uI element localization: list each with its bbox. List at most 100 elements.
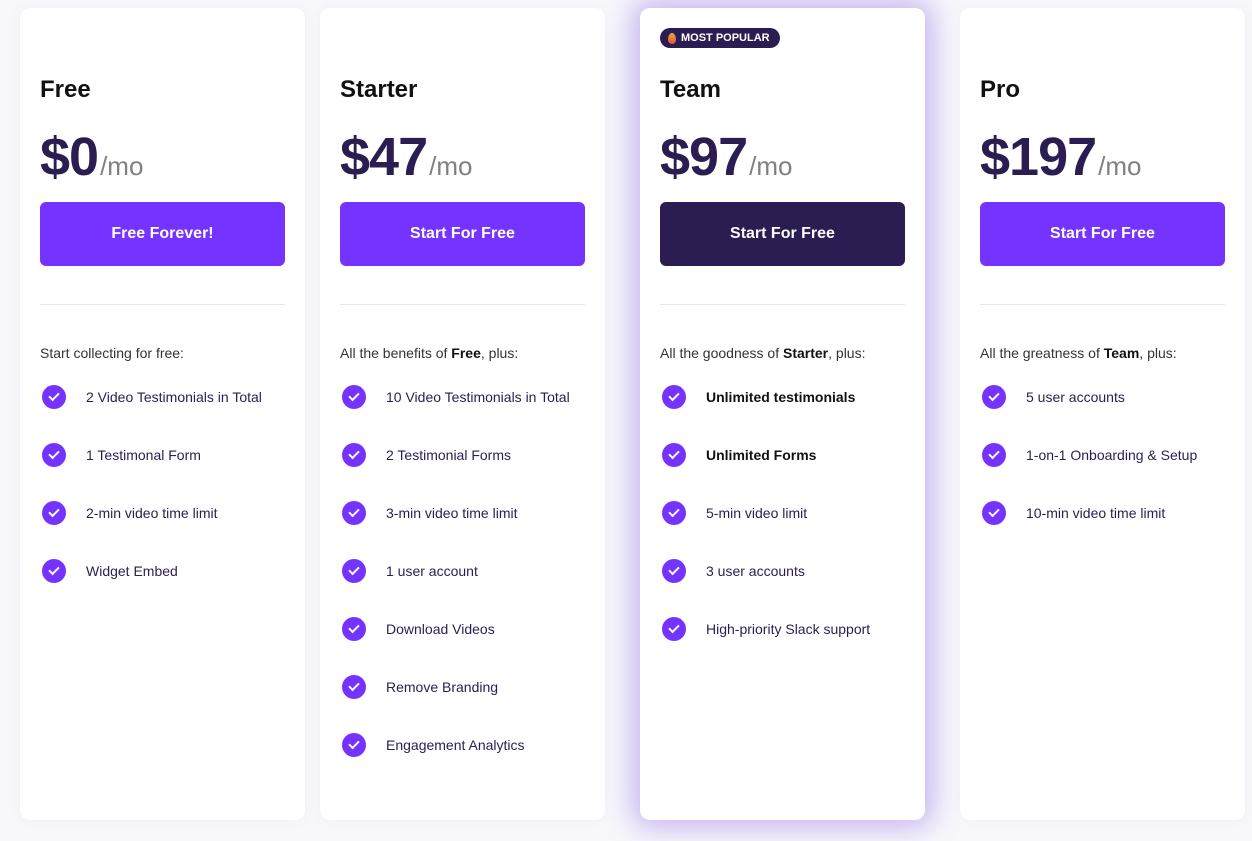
intro-plan-name: Team bbox=[1103, 345, 1140, 361]
feature-label: 3-min video time limit bbox=[386, 505, 518, 521]
check-icon bbox=[662, 385, 686, 409]
feature-item: 10 Video Testimonials in Total bbox=[340, 379, 590, 415]
feature-label: 3 user accounts bbox=[706, 563, 805, 579]
feature-item: High-priority Slack support bbox=[660, 611, 910, 647]
feature-list: 5 user accounts 1-on-1 Onboarding & Setup… bbox=[980, 379, 1230, 553]
check-icon bbox=[342, 733, 366, 757]
intro-plan-name: Starter bbox=[782, 345, 829, 361]
most-popular-badge: MOST POPULAR bbox=[660, 28, 780, 48]
feature-item: 1-on-1 Onboarding & Setup bbox=[980, 437, 1230, 473]
check-icon bbox=[342, 559, 366, 583]
plan-intro: All the benefits of Free, plus: bbox=[340, 345, 518, 361]
plan-intro: Start collecting for free: bbox=[40, 345, 184, 361]
feature-item: 3-min video time limit bbox=[340, 495, 590, 531]
price-period: /mo bbox=[100, 151, 144, 181]
feature-label: 2-min video time limit bbox=[86, 505, 218, 521]
price-amount: $197 bbox=[980, 127, 1097, 187]
feature-label: Unlimited testimonials bbox=[706, 389, 856, 405]
plan-card-team: MOST POPULAR Team $97/mo Start For Free A… bbox=[640, 8, 925, 820]
plan-cta-button[interactable]: Start For Free bbox=[340, 202, 585, 266]
intro-suffix: , plus: bbox=[480, 345, 519, 361]
feature-item: 2 Testimonial Forms bbox=[340, 437, 590, 473]
check-icon bbox=[342, 617, 366, 641]
feature-item: 2 Video Testimonials in Total bbox=[40, 379, 290, 415]
plan-price: $0/mo bbox=[40, 126, 143, 188]
intro-text: Start collecting for free: bbox=[40, 345, 184, 361]
check-icon bbox=[42, 559, 66, 583]
feature-label: 5-min video limit bbox=[706, 505, 808, 521]
plan-name: Pro bbox=[980, 76, 1021, 103]
intro-suffix: , plus: bbox=[828, 345, 866, 361]
feature-label: Remove Branding bbox=[386, 679, 499, 695]
feature-item: 2-min video time limit bbox=[40, 495, 290, 531]
plan-intro: All the greatness of Team, plus: bbox=[980, 345, 1177, 361]
price-period: /mo bbox=[749, 151, 793, 181]
feature-label: High-priority Slack support bbox=[706, 621, 871, 637]
feature-list: Unlimited testimonials Unlimited Forms 5-m… bbox=[660, 379, 910, 669]
plan-card-pro: Pro $197/mo Start For Free All the great… bbox=[960, 8, 1245, 820]
plan-name: Free bbox=[40, 76, 91, 103]
feature-item: Download Videos bbox=[340, 611, 590, 647]
price-period: /mo bbox=[1098, 151, 1142, 181]
feature-label: Engagement Analytics bbox=[386, 737, 525, 753]
plan-cta-button[interactable]: Start For Free bbox=[980, 202, 1225, 266]
feature-label: 1-on-1 Onboarding & Setup bbox=[1026, 447, 1198, 463]
check-icon bbox=[662, 443, 686, 467]
intro-text: All the greatness of bbox=[980, 345, 1104, 361]
check-icon bbox=[342, 385, 366, 409]
check-icon bbox=[982, 443, 1006, 467]
feature-label: Download Videos bbox=[386, 621, 495, 637]
price-amount: $97 bbox=[660, 127, 748, 187]
feature-label: 10 Video Testimonials in Total bbox=[386, 389, 570, 405]
check-icon bbox=[662, 559, 686, 583]
plan-name: Team bbox=[660, 76, 721, 103]
divider bbox=[980, 304, 1225, 305]
flame-icon bbox=[668, 32, 676, 44]
feature-label: Unlimited Forms bbox=[706, 447, 817, 463]
feature-label: 2 Testimonial Forms bbox=[386, 447, 512, 463]
intro-suffix: , plus: bbox=[1139, 345, 1177, 361]
check-icon bbox=[342, 501, 366, 525]
plan-price: $47/mo bbox=[340, 126, 472, 188]
intro-text: All the benefits of bbox=[340, 345, 452, 361]
check-icon bbox=[662, 617, 686, 641]
feature-item: 10-min video time limit bbox=[980, 495, 1230, 531]
plan-cta-button[interactable]: Free Forever! bbox=[40, 202, 285, 266]
intro-text: All the goodness of bbox=[660, 345, 783, 361]
check-icon bbox=[42, 501, 66, 525]
feature-label: 5 user accounts bbox=[1026, 389, 1125, 405]
divider bbox=[340, 304, 585, 305]
check-icon bbox=[42, 385, 66, 409]
price-amount: $47 bbox=[340, 127, 428, 187]
divider bbox=[660, 304, 905, 305]
feature-label: 2 Video Testimonials in Total bbox=[86, 389, 262, 405]
feature-label: 1 user account bbox=[386, 563, 478, 579]
plan-price: $197/mo bbox=[980, 126, 1141, 188]
feature-item: Widget Embed bbox=[40, 553, 290, 589]
feature-list: 10 Video Testimonials in Total 2 Testimon… bbox=[340, 379, 590, 785]
check-icon bbox=[342, 443, 366, 467]
price-amount: $0 bbox=[40, 127, 99, 187]
feature-item: Engagement Analytics bbox=[340, 727, 590, 763]
feature-list: 2 Video Testimonials in Total 1 Testimona… bbox=[40, 379, 290, 611]
price-period: /mo bbox=[429, 151, 473, 181]
plan-price: $97/mo bbox=[660, 126, 792, 188]
plan-cta-button[interactable]: Start For Free bbox=[660, 202, 905, 266]
check-icon bbox=[662, 501, 686, 525]
feature-label: 10-min video time limit bbox=[1026, 505, 1166, 521]
feature-item: 5 user accounts bbox=[980, 379, 1230, 415]
plan-card-starter: Starter $47/mo Start For Free All the be… bbox=[320, 8, 605, 820]
plan-name: Starter bbox=[340, 76, 418, 103]
feature-label: Widget Embed bbox=[86, 563, 178, 579]
intro-plan-name: Free bbox=[451, 345, 481, 361]
feature-label: 1 Testimonal Form bbox=[86, 447, 201, 463]
plan-card-free: Free $0/mo Free Forever! Start collectin… bbox=[20, 8, 305, 820]
feature-item: 3 user accounts bbox=[660, 553, 910, 589]
feature-item: 1 user account bbox=[340, 553, 590, 589]
feature-item: 5-min video limit bbox=[660, 495, 910, 531]
check-icon bbox=[982, 385, 1006, 409]
feature-item: 1 Testimonal Form bbox=[40, 437, 290, 473]
badge-label: MOST POPULAR bbox=[681, 32, 770, 44]
check-icon bbox=[982, 501, 1006, 525]
feature-item: Unlimited Forms bbox=[660, 437, 910, 473]
